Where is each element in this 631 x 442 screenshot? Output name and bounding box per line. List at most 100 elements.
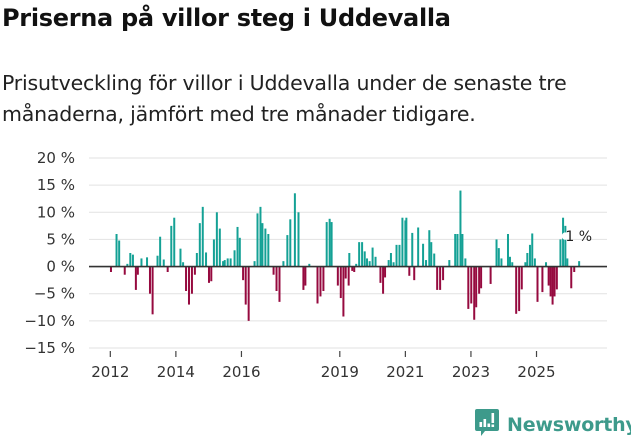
bar-negative bbox=[336, 266, 339, 286]
annotation-marker bbox=[561, 232, 570, 240]
x-tick-label: 2012 bbox=[91, 363, 129, 381]
bar-negative bbox=[193, 266, 196, 275]
bar-positive bbox=[282, 261, 285, 267]
bar-negative bbox=[344, 266, 347, 279]
bar-positive bbox=[229, 258, 232, 267]
bar-positive bbox=[201, 206, 204, 267]
bar-positive bbox=[395, 244, 398, 267]
bar-positive bbox=[233, 250, 236, 267]
x-axis: 2012 2014 2016 2019 2021 2023 2025 bbox=[91, 351, 556, 381]
bar-negative bbox=[353, 266, 356, 272]
x-tick-label: 2023 bbox=[452, 363, 490, 381]
bar-negative bbox=[489, 266, 492, 284]
bar-negative bbox=[536, 266, 539, 302]
bar-positive bbox=[140, 258, 143, 267]
bar-positive bbox=[115, 234, 118, 267]
bar-negative bbox=[134, 266, 137, 290]
bar-negative bbox=[541, 266, 544, 293]
bar-positive bbox=[355, 263, 358, 267]
bar-positive bbox=[222, 261, 225, 267]
bar-positive bbox=[368, 261, 371, 267]
bar-positive bbox=[223, 260, 226, 267]
bar-positive bbox=[461, 234, 464, 267]
bar-positive bbox=[459, 190, 462, 267]
bar-positive bbox=[417, 227, 420, 267]
bar-positive bbox=[456, 234, 459, 267]
bar-negative bbox=[185, 266, 188, 291]
bar-negative bbox=[549, 266, 552, 297]
grid-lines bbox=[89, 157, 607, 349]
chart-title: Priserna på villor steg i Uddevalla bbox=[2, 4, 451, 32]
bar-positive bbox=[401, 217, 404, 267]
bar-positive bbox=[156, 255, 159, 267]
bar-negative bbox=[573, 266, 576, 272]
bar-positive bbox=[578, 261, 581, 267]
y-tick-label: 10 % bbox=[37, 203, 75, 221]
y-tick-label: 0 % bbox=[46, 258, 75, 276]
bar-negative bbox=[319, 266, 322, 297]
bar-positive bbox=[526, 253, 529, 267]
bar-positive bbox=[286, 235, 289, 267]
bar-positive bbox=[398, 244, 401, 267]
bar-negative bbox=[302, 266, 305, 290]
y-tick-label: 20 % bbox=[37, 149, 75, 167]
bar-positive bbox=[182, 262, 185, 267]
bar-positive bbox=[264, 228, 267, 267]
bar-positive bbox=[531, 233, 534, 267]
y-tick-label: −10 % bbox=[24, 312, 75, 330]
bar-positive bbox=[411, 232, 414, 267]
bar-positive bbox=[131, 254, 134, 267]
bar-positive bbox=[511, 262, 514, 267]
bar-negative bbox=[555, 266, 558, 290]
bar-positive bbox=[170, 225, 173, 267]
x-tick-label: 2025 bbox=[517, 363, 555, 381]
bar-positive bbox=[428, 230, 431, 267]
bar-positive bbox=[392, 262, 395, 267]
bar-positive bbox=[405, 217, 408, 267]
bar-positive bbox=[198, 223, 201, 267]
bar-positive bbox=[118, 240, 121, 267]
bar-positive bbox=[508, 256, 511, 267]
bar-positive bbox=[325, 222, 328, 267]
bar-positive bbox=[146, 257, 149, 267]
bar-positive bbox=[464, 258, 467, 267]
bar-positive bbox=[330, 222, 333, 267]
bar-negative bbox=[408, 266, 411, 276]
bar-positive bbox=[533, 258, 536, 267]
bar-negative bbox=[520, 266, 523, 290]
bar-positive bbox=[289, 219, 292, 267]
bar-negative bbox=[342, 266, 345, 317]
bar-negative bbox=[123, 266, 126, 275]
bar-negative bbox=[316, 266, 319, 304]
bar-positive bbox=[495, 239, 498, 267]
bar-negative bbox=[347, 266, 350, 286]
bar-positive bbox=[430, 242, 433, 267]
bar-negative bbox=[242, 266, 245, 281]
bar-positive bbox=[422, 243, 425, 267]
bar-negative bbox=[278, 266, 281, 302]
bar-negative bbox=[470, 266, 473, 304]
bar-positive bbox=[524, 262, 527, 267]
bar-positive bbox=[236, 226, 239, 267]
bar-positive bbox=[253, 261, 256, 267]
bar-negative bbox=[351, 266, 354, 271]
bar-negative bbox=[518, 266, 521, 312]
bar-positive bbox=[448, 260, 451, 267]
annotation-label: 1 % bbox=[565, 229, 592, 245]
x-tick-label: 2021 bbox=[386, 363, 424, 381]
bar-positive bbox=[308, 263, 311, 267]
bar-positive bbox=[215, 212, 218, 267]
bar-positive bbox=[159, 236, 162, 267]
bar-negative bbox=[551, 266, 554, 305]
bar-positive bbox=[129, 253, 132, 267]
bar-positive bbox=[328, 218, 331, 267]
bar-positive bbox=[366, 258, 369, 267]
bar-positive bbox=[212, 239, 215, 267]
bar-positive bbox=[293, 193, 296, 267]
bar-positive bbox=[387, 260, 390, 267]
logo-text: Newsworthy bbox=[507, 414, 631, 436]
bar-positive bbox=[162, 259, 165, 267]
bar-negative bbox=[439, 266, 442, 290]
newsworthy-logo: Newsworthy bbox=[474, 408, 631, 442]
bar-positive bbox=[126, 263, 129, 267]
